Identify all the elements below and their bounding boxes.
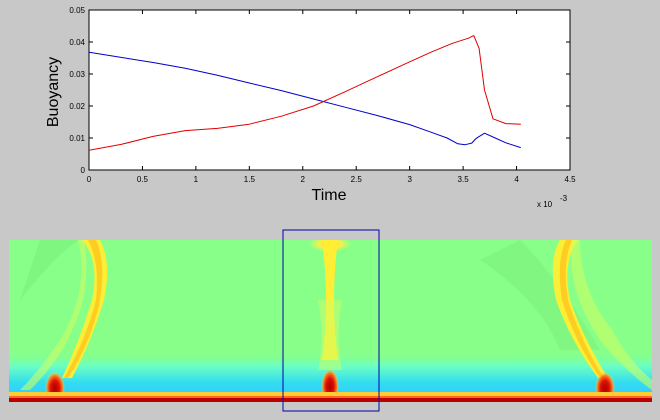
y-tick-label: 0.03 — [69, 70, 85, 79]
plume-center-fade — [318, 300, 342, 370]
series-line-1 — [89, 51, 521, 149]
x-tick-label: 3.5 — [458, 175, 470, 184]
plume-right — [552, 240, 608, 378]
x-exponent-power: -3 — [560, 194, 568, 203]
x-tick-label: 4.5 — [564, 175, 576, 184]
x-tick-label: 3 — [407, 175, 412, 184]
x-exponent-label: x 10 — [537, 200, 553, 209]
x-tick-label: 0 — [87, 175, 92, 184]
field-bottom-orange — [9, 396, 652, 399]
y-axis-label: Buoyancy — [45, 57, 62, 127]
y-axis-ticks: 0 0.01 0.02 0.03 0.04 0.05 — [69, 6, 570, 175]
y-tick-label: 0.01 — [69, 134, 85, 143]
field-bottom-yellow — [9, 392, 652, 398]
field-shade-left — [20, 240, 80, 300]
plume-right-edge — [571, 240, 652, 390]
x-tick-label: 4 — [514, 175, 519, 184]
field-panel — [9, 240, 652, 402]
x-axis-ticks: 0 0.5 1 1.5 2 2.5 3 3.5 4 4.5 — [87, 10, 576, 184]
x-tick-label: 1.5 — [244, 175, 256, 184]
plume-right-core — [559, 240, 604, 378]
y-tick-label: 0 — [81, 166, 86, 175]
y-tick-label: 0.04 — [69, 38, 85, 47]
y-tick-label: 0.05 — [69, 6, 85, 15]
plot-area — [88, 9, 571, 171]
x-tick-label: 0.5 — [137, 175, 149, 184]
x-tick-label: 1 — [194, 175, 199, 184]
highlight-box — [282, 229, 380, 412]
line-chart: 0 0.5 1 1.5 2 2.5 3 3.5 4 4.5 0 0.01 0.02 0.03 0.04 0.… — [45, 6, 576, 209]
x-tick-label: 2.5 — [351, 175, 363, 184]
series-line-2 — [89, 35, 521, 151]
x-tick-label: 2 — [301, 175, 306, 184]
series-layer — [89, 35, 521, 151]
x-axis-label: Time — [312, 187, 347, 204]
plume-left-edge — [20, 240, 87, 390]
y-tick-label: 0.02 — [69, 102, 85, 111]
plume-left — [62, 240, 108, 378]
field-bottom-red — [9, 398, 652, 402]
plume-left-core — [64, 240, 103, 378]
